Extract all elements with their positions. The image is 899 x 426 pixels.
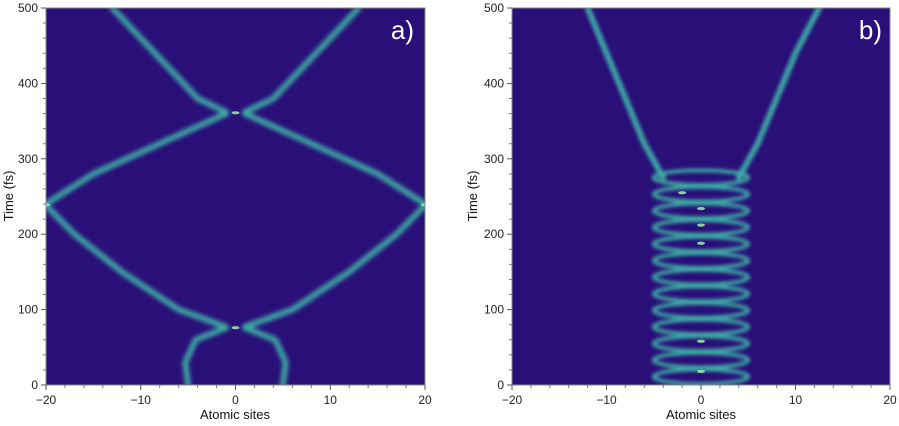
panel-a-bright-spots	[46, 111, 425, 330]
panel-b-x-tick-label: 10	[789, 393, 803, 407]
panel-a-y-tick-label: 300	[18, 152, 38, 166]
panel-a-bright-spot	[421, 203, 425, 207]
panel-b-x-tick-label: −20	[502, 393, 523, 407]
panel-b-y-tick-label: 300	[484, 152, 504, 166]
panel-b-y-tick-label: 200	[484, 227, 504, 241]
panel-a-x-tick-label: 0	[232, 393, 239, 407]
panel-a-y-ticks: 0 100 200 300 400 500	[18, 1, 46, 392]
panel-b-x-axis-label: Atomic sites	[666, 407, 737, 422]
panel-a-bright-spot	[46, 203, 50, 207]
panel-b-y-axis-label: Time (fs)	[465, 171, 480, 222]
panel-b-trajectory	[735, 8, 823, 181]
panel-a-y-tick-label: 200	[18, 227, 38, 241]
panel-b-y-tick-label: 0	[497, 378, 504, 392]
panel-a-y-axis-label: Time (fs)	[1, 171, 16, 222]
panel-a-trajectory	[182, 324, 229, 385]
panel-a-trajectory	[109, 8, 229, 116]
panel-b-plot-area	[512, 8, 890, 385]
panel-b-bright-spot	[697, 339, 705, 343]
panel-b-x-tick-label: −10	[596, 393, 617, 407]
panel-a-x-tick-label: 10	[324, 393, 338, 407]
panel-b-x-tick-label: 20	[883, 393, 897, 407]
panel-a-x-axis-label: Atomic sites	[200, 407, 271, 422]
panel-b-x-ticks: −20 −10 0 10 20	[502, 385, 897, 407]
panel-b-oscillation-ring	[651, 184, 751, 204]
panel-a: −20 −10 0 10 20 0 100 200 300 400 500 Atomic site…	[1, 1, 432, 422]
panel-b-y-tick-label: 100	[484, 303, 504, 317]
panel-a-y-tick-label: 500	[18, 1, 38, 15]
panel-a-trajectory	[242, 110, 425, 207]
panel-a-y-tick-label: 400	[18, 76, 38, 90]
panel-a-trajectories	[46, 8, 425, 385]
panel-b: −20 −10 0 10 20 0 100 200 300 400 500 Atomic site…	[465, 1, 897, 422]
panel-a-trajectory	[242, 324, 289, 385]
panel-a-bright-spot	[231, 326, 240, 330]
panel-b-x-tick-label: 0	[698, 393, 705, 407]
panel-b-y-tick-label: 500	[484, 1, 504, 15]
panel-b-bright-spot	[697, 223, 705, 227]
panel-a-y-tick-label: 0	[31, 378, 38, 392]
panel-a-trajectory	[242, 8, 362, 116]
panel-b-y-tick-label: 400	[484, 76, 504, 90]
panel-a-trajectory	[46, 202, 229, 330]
panel-a-x-tick-label: −20	[36, 393, 57, 407]
panel-b-bright-spot	[697, 241, 705, 245]
panel-b-oscillation-ring	[651, 168, 751, 187]
panel-a-label: a)	[391, 15, 414, 45]
panel-a-trajectory	[46, 110, 229, 207]
panel-a-x-tick-label: −10	[131, 393, 152, 407]
panel-b-y-ticks: 0 100 200 300 400 500	[484, 1, 512, 392]
panel-a-bright-spot	[231, 111, 240, 115]
panel-a-x-tick-label: 20	[418, 393, 432, 407]
panel-b-bright-spot	[697, 369, 705, 374]
panel-b-bright-spots	[678, 191, 705, 374]
panel-a-plot-area	[46, 8, 425, 385]
panel-b-bright-spot	[697, 206, 705, 211]
panel-b-bright-spot	[678, 191, 687, 195]
panel-b-label: b)	[859, 15, 882, 45]
panel-b-trajectories	[584, 8, 823, 385]
panel-a-x-ticks: −20 −10 0 10 20	[36, 385, 432, 407]
panel-b-trajectory	[584, 8, 667, 181]
panel-a-y-tick-label: 100	[18, 303, 38, 317]
panel-a-trajectory	[242, 202, 425, 330]
